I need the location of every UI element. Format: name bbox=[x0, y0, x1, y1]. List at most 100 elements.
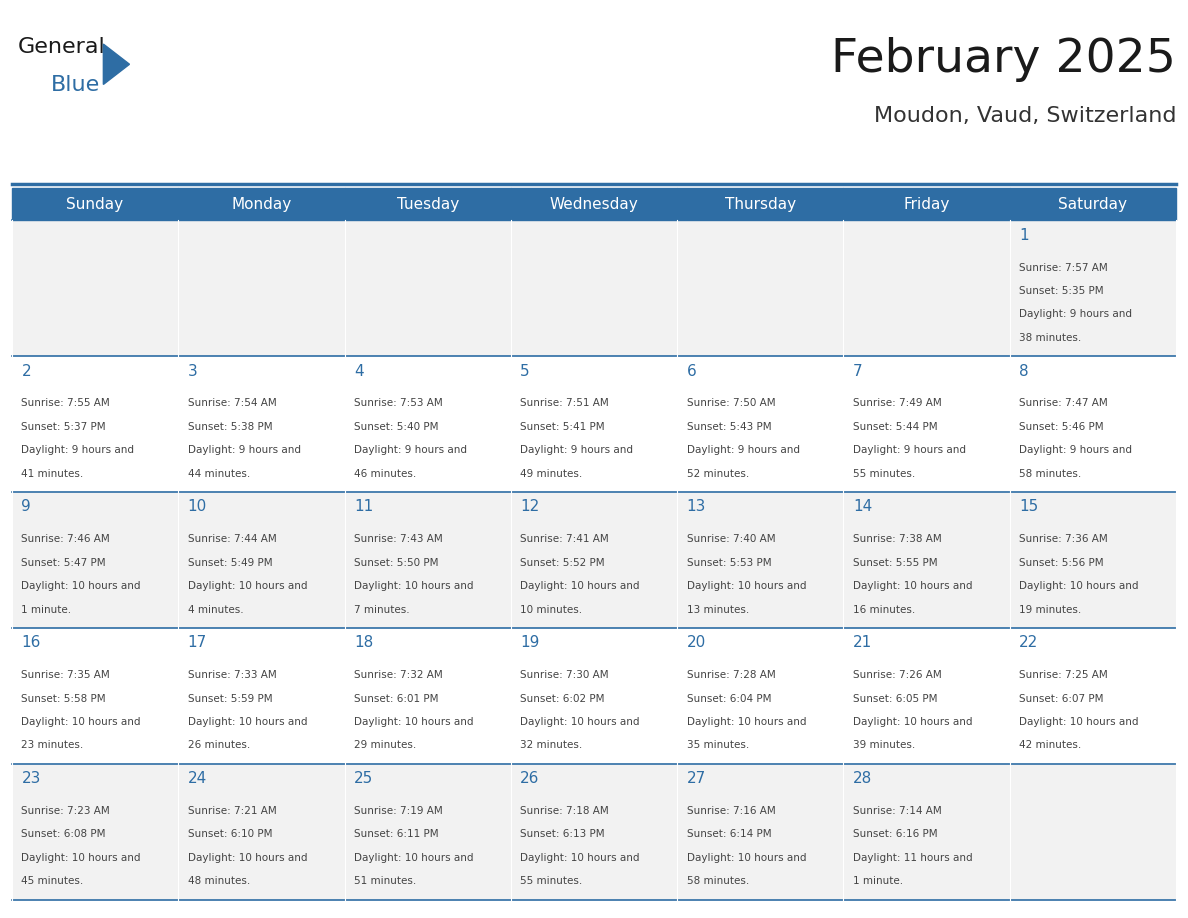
Text: Daylight: 10 hours and: Daylight: 10 hours and bbox=[520, 853, 640, 863]
Text: Sunrise: 7:53 AM: Sunrise: 7:53 AM bbox=[354, 398, 443, 409]
Text: Daylight: 10 hours and: Daylight: 10 hours and bbox=[1019, 717, 1139, 727]
Text: 22: 22 bbox=[1019, 635, 1038, 650]
Text: 28: 28 bbox=[853, 771, 872, 786]
Text: Daylight: 10 hours and: Daylight: 10 hours and bbox=[21, 581, 141, 591]
Text: 10: 10 bbox=[188, 499, 207, 514]
Text: Daylight: 9 hours and: Daylight: 9 hours and bbox=[520, 445, 633, 455]
Text: 41 minutes.: 41 minutes. bbox=[21, 469, 83, 478]
Text: 10 minutes.: 10 minutes. bbox=[520, 605, 582, 614]
Text: 24: 24 bbox=[188, 771, 207, 786]
Text: Sunrise: 7:35 AM: Sunrise: 7:35 AM bbox=[21, 670, 110, 680]
Text: Sunrise: 7:36 AM: Sunrise: 7:36 AM bbox=[1019, 534, 1108, 544]
Text: Daylight: 10 hours and: Daylight: 10 hours and bbox=[21, 853, 141, 863]
Text: Moudon, Vaud, Switzerland: Moudon, Vaud, Switzerland bbox=[873, 106, 1176, 126]
Text: 6: 6 bbox=[687, 364, 696, 378]
Text: 26 minutes.: 26 minutes. bbox=[188, 741, 249, 750]
FancyBboxPatch shape bbox=[843, 628, 1010, 764]
FancyBboxPatch shape bbox=[1010, 492, 1176, 628]
Text: Daylight: 10 hours and: Daylight: 10 hours and bbox=[1019, 581, 1139, 591]
Text: Sunrise: 7:21 AM: Sunrise: 7:21 AM bbox=[188, 806, 277, 816]
Text: Sunset: 6:16 PM: Sunset: 6:16 PM bbox=[853, 830, 937, 839]
Text: Sunset: 5:43 PM: Sunset: 5:43 PM bbox=[687, 422, 771, 431]
Text: Sunrise: 7:23 AM: Sunrise: 7:23 AM bbox=[21, 806, 110, 816]
Text: Sunset: 5:58 PM: Sunset: 5:58 PM bbox=[21, 694, 106, 703]
Text: Daylight: 9 hours and: Daylight: 9 hours and bbox=[853, 445, 966, 455]
Text: Sunrise: 7:50 AM: Sunrise: 7:50 AM bbox=[687, 398, 776, 409]
Text: Sunrise: 7:55 AM: Sunrise: 7:55 AM bbox=[21, 398, 110, 409]
FancyBboxPatch shape bbox=[511, 220, 677, 356]
Text: 13: 13 bbox=[687, 499, 706, 514]
FancyBboxPatch shape bbox=[178, 188, 345, 220]
FancyBboxPatch shape bbox=[178, 764, 345, 900]
Text: Sunset: 5:35 PM: Sunset: 5:35 PM bbox=[1019, 286, 1104, 296]
FancyBboxPatch shape bbox=[843, 188, 1010, 220]
Text: Sunset: 5:55 PM: Sunset: 5:55 PM bbox=[853, 558, 937, 567]
Text: February 2025: February 2025 bbox=[832, 37, 1176, 82]
FancyBboxPatch shape bbox=[677, 188, 843, 220]
Text: Sunrise: 7:44 AM: Sunrise: 7:44 AM bbox=[188, 534, 277, 544]
Text: Daylight: 10 hours and: Daylight: 10 hours and bbox=[853, 717, 973, 727]
FancyBboxPatch shape bbox=[677, 628, 843, 764]
Text: Tuesday: Tuesday bbox=[397, 196, 459, 212]
Text: Sunset: 5:53 PM: Sunset: 5:53 PM bbox=[687, 558, 771, 567]
FancyBboxPatch shape bbox=[178, 356, 345, 492]
Text: 16 minutes.: 16 minutes. bbox=[853, 605, 915, 614]
Text: Sunrise: 7:46 AM: Sunrise: 7:46 AM bbox=[21, 534, 110, 544]
Text: Daylight: 10 hours and: Daylight: 10 hours and bbox=[354, 581, 474, 591]
Text: Sunset: 5:37 PM: Sunset: 5:37 PM bbox=[21, 422, 106, 431]
FancyBboxPatch shape bbox=[12, 764, 178, 900]
Text: Sunrise: 7:57 AM: Sunrise: 7:57 AM bbox=[1019, 263, 1108, 273]
Text: Sunset: 6:02 PM: Sunset: 6:02 PM bbox=[520, 694, 605, 703]
Text: 27: 27 bbox=[687, 771, 706, 786]
Text: Sunset: 6:14 PM: Sunset: 6:14 PM bbox=[687, 830, 771, 839]
Text: 2: 2 bbox=[21, 364, 31, 378]
Text: Sunset: 5:47 PM: Sunset: 5:47 PM bbox=[21, 558, 106, 567]
FancyBboxPatch shape bbox=[345, 356, 511, 492]
Text: Sunset: 5:41 PM: Sunset: 5:41 PM bbox=[520, 422, 605, 431]
FancyBboxPatch shape bbox=[178, 220, 345, 356]
Text: Daylight: 10 hours and: Daylight: 10 hours and bbox=[188, 853, 308, 863]
Text: 13 minutes.: 13 minutes. bbox=[687, 605, 748, 614]
Text: Daylight: 9 hours and: Daylight: 9 hours and bbox=[354, 445, 467, 455]
Text: 52 minutes.: 52 minutes. bbox=[687, 469, 748, 478]
FancyBboxPatch shape bbox=[345, 220, 511, 356]
Text: 23 minutes.: 23 minutes. bbox=[21, 741, 83, 750]
Text: Daylight: 9 hours and: Daylight: 9 hours and bbox=[1019, 445, 1132, 455]
Text: 19: 19 bbox=[520, 635, 539, 650]
Text: Sunrise: 7:49 AM: Sunrise: 7:49 AM bbox=[853, 398, 942, 409]
Text: 19 minutes.: 19 minutes. bbox=[1019, 605, 1081, 614]
Text: Wednesday: Wednesday bbox=[550, 196, 638, 212]
Text: 58 minutes.: 58 minutes. bbox=[687, 877, 748, 886]
Text: 25: 25 bbox=[354, 771, 373, 786]
Text: Sunrise: 7:38 AM: Sunrise: 7:38 AM bbox=[853, 534, 942, 544]
Text: 46 minutes.: 46 minutes. bbox=[354, 469, 416, 478]
Text: Sunset: 5:38 PM: Sunset: 5:38 PM bbox=[188, 422, 272, 431]
Text: 45 minutes.: 45 minutes. bbox=[21, 877, 83, 886]
Text: Daylight: 10 hours and: Daylight: 10 hours and bbox=[687, 581, 807, 591]
Text: 5: 5 bbox=[520, 364, 530, 378]
FancyBboxPatch shape bbox=[178, 628, 345, 764]
Text: 48 minutes.: 48 minutes. bbox=[188, 877, 249, 886]
Text: Sunrise: 7:51 AM: Sunrise: 7:51 AM bbox=[520, 398, 609, 409]
Text: 4: 4 bbox=[354, 364, 364, 378]
Text: 49 minutes.: 49 minutes. bbox=[520, 469, 582, 478]
Text: 7 minutes.: 7 minutes. bbox=[354, 605, 410, 614]
Text: 11: 11 bbox=[354, 499, 373, 514]
FancyBboxPatch shape bbox=[1010, 220, 1176, 356]
Text: Sunrise: 7:54 AM: Sunrise: 7:54 AM bbox=[188, 398, 277, 409]
Text: 4 minutes.: 4 minutes. bbox=[188, 605, 244, 614]
Text: 8: 8 bbox=[1019, 364, 1029, 378]
Text: 23: 23 bbox=[21, 771, 40, 786]
Text: 7: 7 bbox=[853, 364, 862, 378]
FancyBboxPatch shape bbox=[12, 220, 178, 356]
Text: Sunrise: 7:16 AM: Sunrise: 7:16 AM bbox=[687, 806, 776, 816]
Text: Sunset: 6:13 PM: Sunset: 6:13 PM bbox=[520, 830, 605, 839]
Text: Sunset: 5:59 PM: Sunset: 5:59 PM bbox=[188, 694, 272, 703]
Text: 55 minutes.: 55 minutes. bbox=[853, 469, 915, 478]
Text: 42 minutes.: 42 minutes. bbox=[1019, 741, 1081, 750]
Text: Sunset: 5:56 PM: Sunset: 5:56 PM bbox=[1019, 558, 1104, 567]
FancyBboxPatch shape bbox=[511, 188, 677, 220]
Text: 9: 9 bbox=[21, 499, 31, 514]
Text: Daylight: 9 hours and: Daylight: 9 hours and bbox=[188, 445, 301, 455]
Text: Sunrise: 7:14 AM: Sunrise: 7:14 AM bbox=[853, 806, 942, 816]
